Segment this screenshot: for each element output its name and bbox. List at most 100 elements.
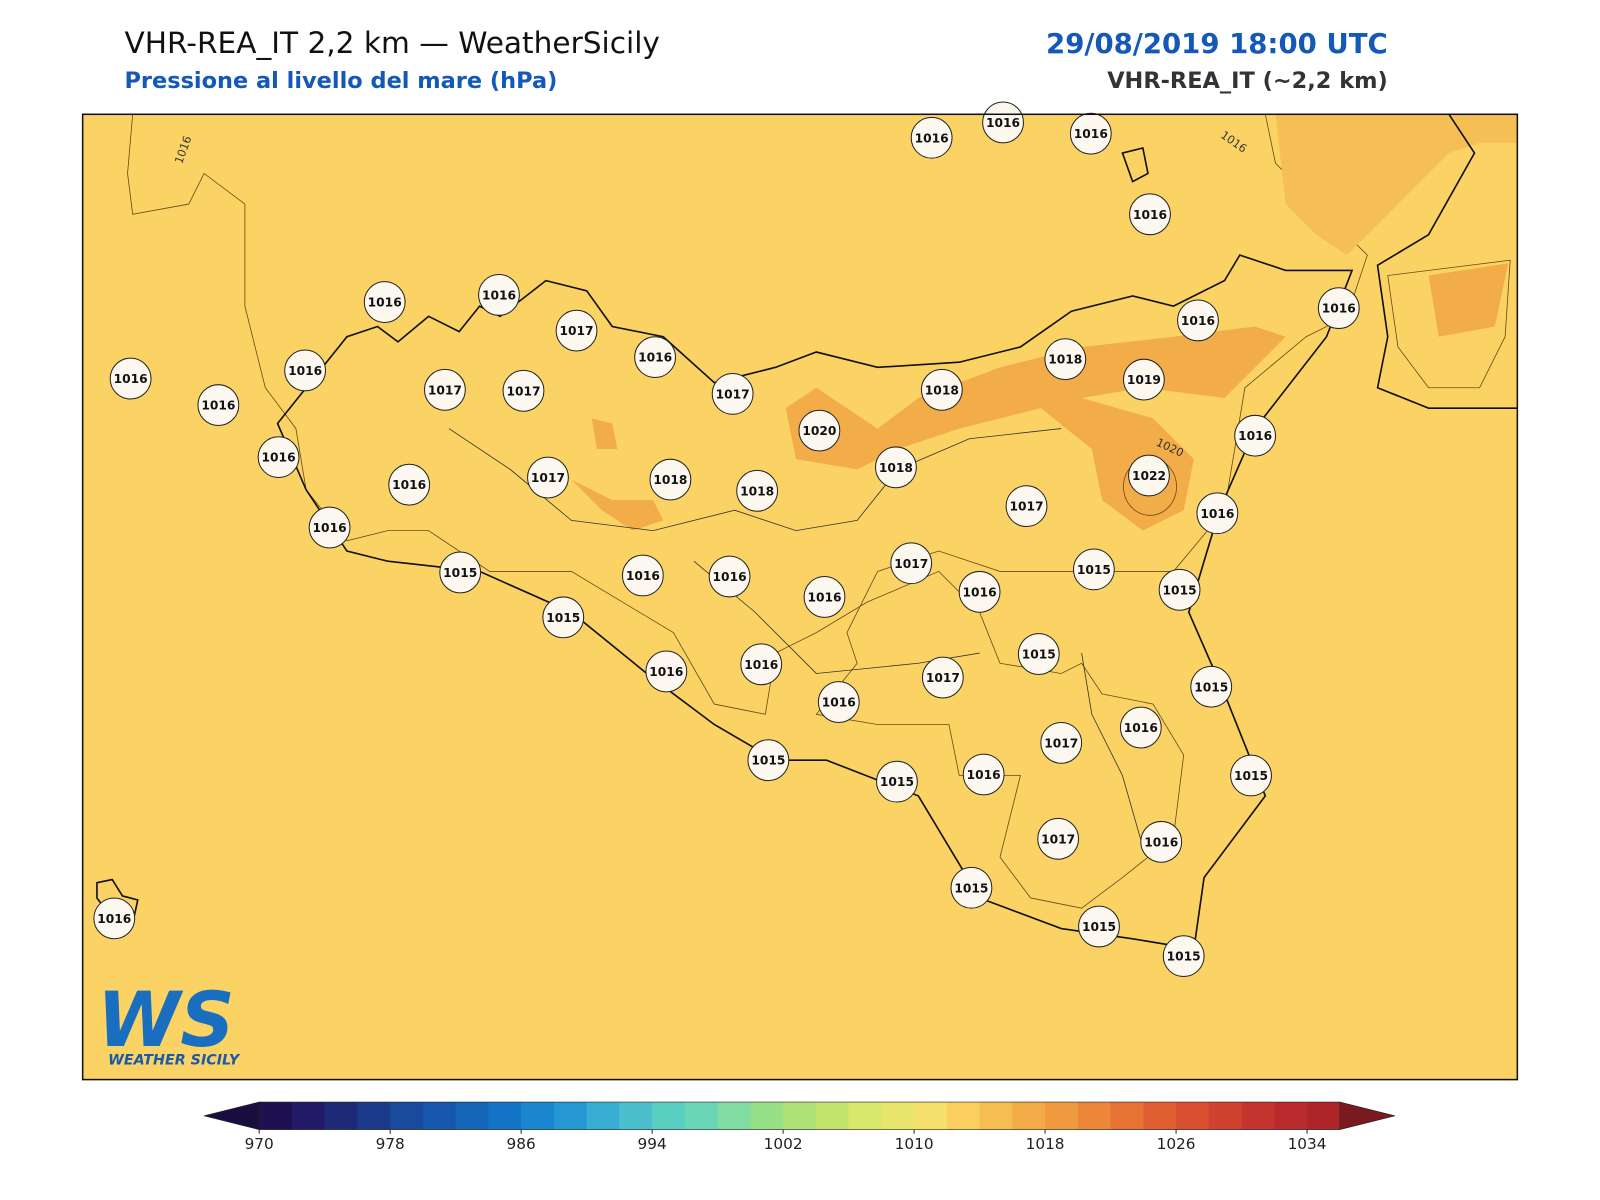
station-value: 1018 <box>740 484 774 498</box>
colorbar-swatch <box>750 1102 784 1130</box>
station-value: 1015 <box>546 611 580 625</box>
station-value: 1016 <box>1322 302 1356 316</box>
station-marker <box>1040 721 1083 764</box>
pressure-area <box>1275 114 1518 256</box>
station-value: 1016 <box>313 521 347 535</box>
station-marker <box>747 739 790 782</box>
station-marker <box>502 369 545 412</box>
station-value: 1016 <box>1133 208 1167 222</box>
station-value: 1015 <box>751 754 785 768</box>
station-value: 1016 <box>967 768 1001 782</box>
islands <box>96 146 1149 925</box>
colorbar-tick-label: 1026 <box>1157 1135 1196 1153</box>
station-marker <box>1072 548 1115 591</box>
station-marker <box>257 436 300 479</box>
station-value: 1015 <box>1022 648 1056 662</box>
station-value: 1016 <box>288 364 322 378</box>
station-value: 1018 <box>653 473 687 487</box>
station-marker <box>478 273 520 316</box>
colorbar-swatch <box>1110 1102 1144 1130</box>
station-value: 1017 <box>1044 736 1078 750</box>
station-value: 1016 <box>626 569 660 583</box>
logo: WS WEATHER SICILY <box>97 976 241 1068</box>
station-value: 1015 <box>1194 680 1228 694</box>
station-marker <box>1122 358 1165 401</box>
colorbar-swatch <box>1077 1102 1112 1130</box>
station-marker <box>1078 905 1120 948</box>
station-value: 1017 <box>428 383 462 397</box>
colorbar-swatch <box>1012 1102 1046 1130</box>
station-marker <box>876 760 918 803</box>
colorbar-swatch <box>717 1102 751 1130</box>
station-value: 1016 <box>1124 721 1158 735</box>
station-marker <box>93 897 136 940</box>
station-marker <box>439 551 482 594</box>
colorbar-under <box>204 1101 260 1130</box>
colorbar-swatch <box>1176 1102 1210 1130</box>
station-marker <box>1158 568 1201 611</box>
station-value: 1016 <box>97 912 131 926</box>
colorbar-swatch <box>1241 1102 1275 1130</box>
station-marker <box>1044 338 1087 381</box>
station-value: 1016 <box>201 399 235 413</box>
station-marker <box>1162 935 1205 978</box>
colorbar-swatch <box>455 1102 489 1130</box>
station-value: 1016 <box>744 658 778 672</box>
station-value: 1016 <box>1200 507 1234 521</box>
title: VHR-REA_IT 2,2 km — WeatherSicily <box>124 26 659 60</box>
station-value: 1017 <box>1009 500 1043 514</box>
station-marker <box>958 570 1001 613</box>
pressure-area <box>1387 259 1511 389</box>
station-marker <box>817 681 860 723</box>
station-value: 1018 <box>1048 353 1082 367</box>
station-value: 1016 <box>822 696 856 710</box>
datetime: 29/08/2019 18:00 UTC <box>1046 28 1388 60</box>
station-value: 1015 <box>1082 920 1116 934</box>
colorbar: 970 978 986 994 1002 1010 1018 1026 1034 <box>204 1101 1395 1153</box>
station-marker <box>109 357 152 400</box>
station-marker <box>711 372 754 415</box>
station-marker <box>736 469 779 512</box>
colorbar-swatch <box>357 1102 391 1130</box>
colorbar-swatch <box>422 1102 457 1130</box>
station-value: 1017 <box>1041 832 1075 846</box>
colorbar-swatch <box>815 1102 850 1130</box>
station-marker <box>634 336 677 379</box>
station-value: 1016 <box>1144 835 1178 849</box>
station-value: 1017 <box>559 324 593 338</box>
model: VHR-REA_IT (~2,2 km) <box>1107 68 1388 94</box>
colorbar-swatch <box>848 1102 882 1130</box>
colorbar-swatch <box>291 1102 326 1130</box>
colorbar-swatch <box>488 1102 522 1130</box>
station-marker <box>875 446 917 489</box>
station-marker <box>708 555 751 598</box>
station-value: 1016 <box>638 351 672 365</box>
station-value: 1016 <box>1181 314 1215 328</box>
station-marker <box>308 506 351 549</box>
station-marker <box>962 753 1005 796</box>
station-value: 1015 <box>1077 563 1111 577</box>
colorbar-swatch <box>553 1102 588 1130</box>
colorbar-swatch <box>1143 1102 1177 1130</box>
colorbar-tick-label: 1002 <box>764 1135 803 1153</box>
station-value: 1016 <box>368 296 402 310</box>
colorbar-tick-label: 1034 <box>1288 1135 1327 1153</box>
station-marker <box>1234 414 1277 457</box>
colorbar-swatch <box>259 1102 293 1130</box>
station-value: 1016 <box>963 585 997 599</box>
colorbar-tick-label: 986 <box>507 1135 536 1153</box>
station-marker <box>555 309 598 352</box>
station-marker <box>1140 820 1183 863</box>
station-value: 1022 <box>1132 469 1166 483</box>
colorbar-tick-label: 994 <box>638 1135 667 1153</box>
station-marker <box>423 368 466 411</box>
colorbar-swatch <box>1307 1102 1341 1130</box>
colorbar-swatch <box>914 1102 948 1130</box>
colorbar-swatch <box>1274 1102 1308 1130</box>
station-marker <box>1190 665 1233 708</box>
colorbar-tick-label: 978 <box>376 1135 405 1153</box>
station-marker <box>649 458 692 501</box>
stations: 1016 1016 1016 1016 1016 1016 1017 1016 1016 1016… <box>93 101 1360 978</box>
colorbar-swatch <box>390 1102 424 1130</box>
station-marker <box>284 349 327 392</box>
